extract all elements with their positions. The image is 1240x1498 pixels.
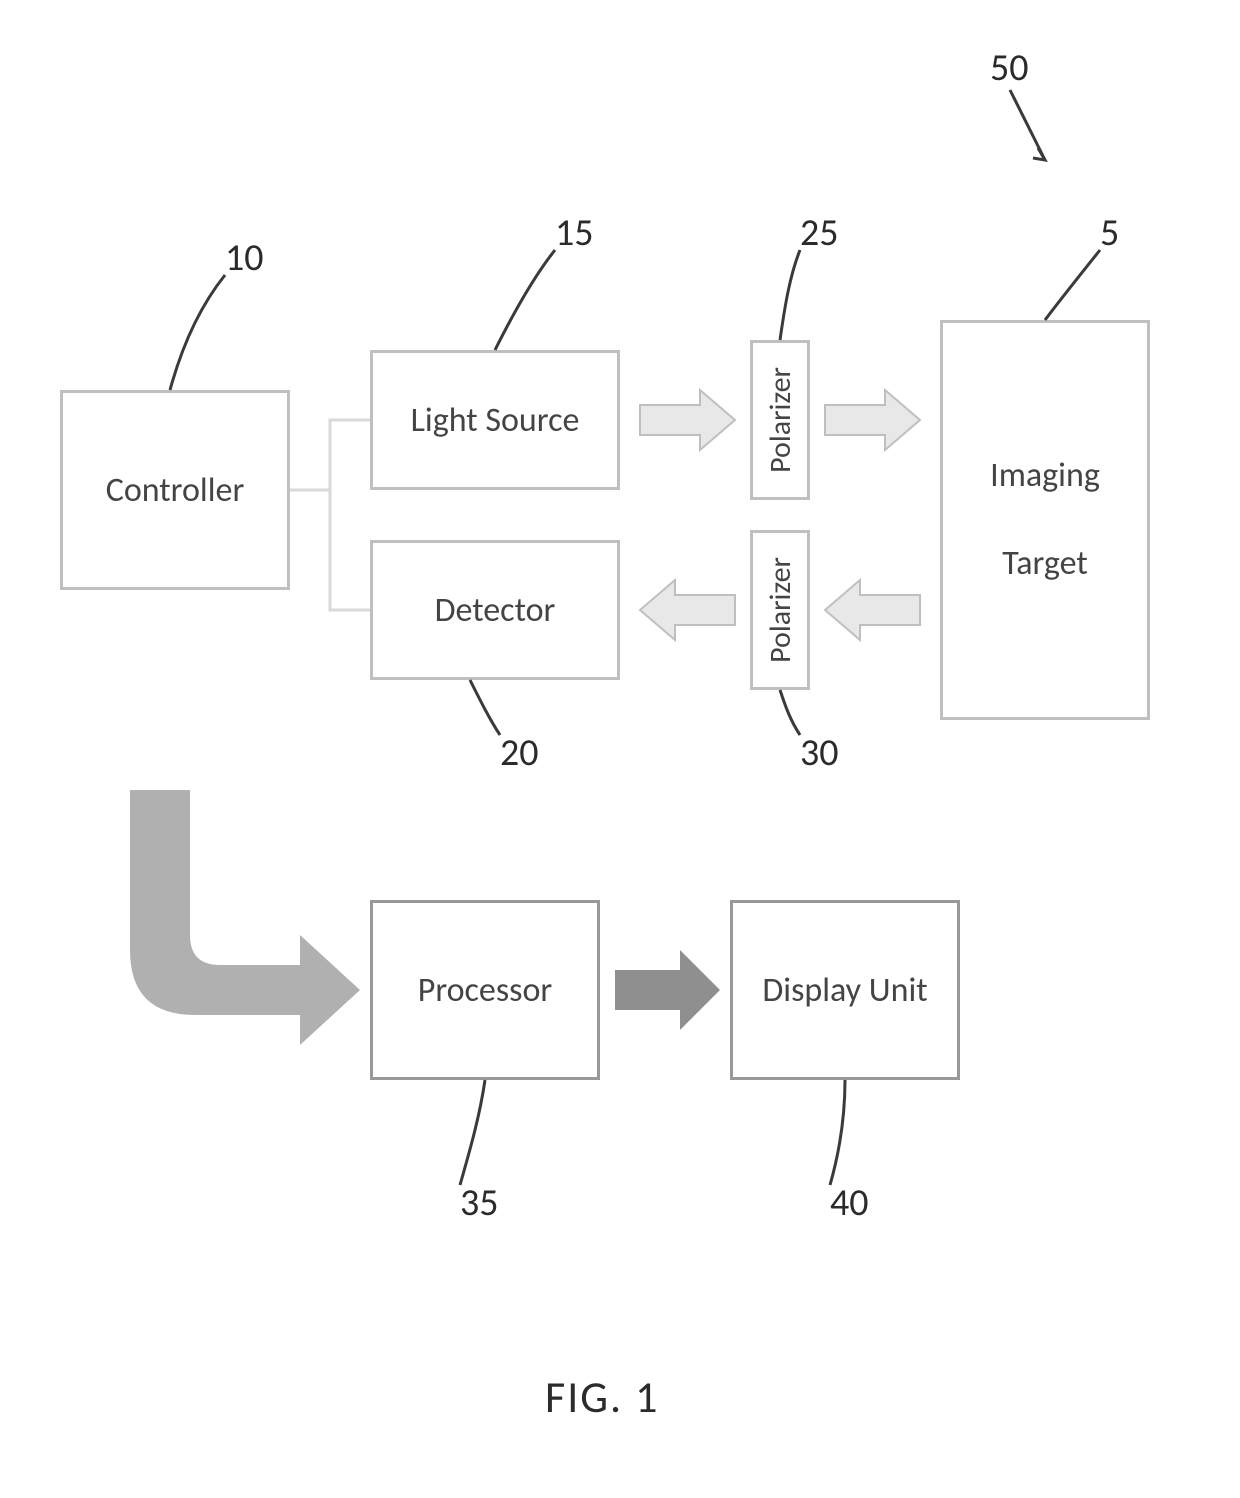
processor-label: Processor <box>418 970 552 1011</box>
detector-box: Detector <box>370 540 620 680</box>
ref-polarizer-top: 25 <box>800 210 839 256</box>
arrow-processor-to-display <box>615 950 720 1030</box>
imaging-target-label-line1: Imaging <box>990 454 1100 498</box>
ref-detector: 20 <box>500 730 539 776</box>
lead-system-arrowhead <box>1033 148 1045 160</box>
detector-label: Detector <box>435 590 556 631</box>
arrow-target-to-pol <box>825 580 920 640</box>
connector-controller-lightsource <box>290 420 370 490</box>
arrow-pol-to-detector <box>640 580 735 640</box>
light-source-label: Light Source <box>411 400 580 441</box>
polarizer-top-box: Polarizer <box>750 340 810 500</box>
polarizer-bottom-box: Polarizer <box>750 530 810 690</box>
display-unit-box: Display Unit <box>730 900 960 1080</box>
ref-processor: 35 <box>460 1180 499 1226</box>
lead-imaging-target <box>1045 250 1100 320</box>
ref-polarizer-bottom: 30 <box>800 730 839 776</box>
controller-box: Controller <box>60 390 290 590</box>
lead-light-source <box>495 250 555 350</box>
lead-controller <box>170 275 225 390</box>
ref-imaging-target: 5 <box>1100 210 1119 256</box>
overlay-svg <box>0 0 1240 1498</box>
arrow-controller-to-processor <box>130 790 360 1045</box>
ref-controller: 10 <box>225 235 264 281</box>
diagram-canvas: Controller Light Source Detector Polariz… <box>0 0 1240 1498</box>
light-source-box: Light Source <box>370 350 620 490</box>
display-unit-label: Display Unit <box>762 970 927 1011</box>
figure-label: FIG. 1 <box>545 1370 659 1424</box>
ref-system: 50 <box>990 45 1029 91</box>
lead-detector <box>470 680 500 735</box>
imaging-target-label: Imaging Target <box>990 454 1100 587</box>
polarizer-bottom-label: Polarizer <box>762 557 799 663</box>
ref-light-source: 15 <box>555 210 594 256</box>
ref-display-unit: 40 <box>830 1180 869 1226</box>
polarizer-top-label: Polarizer <box>762 367 799 473</box>
arrow-pol-to-target <box>825 390 920 450</box>
controller-label: Controller <box>106 470 245 511</box>
connector-controller-detector <box>290 490 370 610</box>
lead-polarizer-top <box>780 250 800 340</box>
processor-box: Processor <box>370 900 600 1080</box>
lead-polarizer-bottom <box>780 690 800 735</box>
imaging-target-box: Imaging Target <box>940 320 1150 720</box>
lead-display-unit <box>830 1080 845 1185</box>
imaging-target-label-line2: Target <box>990 542 1100 586</box>
lead-system <box>1010 90 1045 160</box>
arrow-ls-to-pol <box>640 390 735 450</box>
lead-processor <box>460 1080 485 1185</box>
